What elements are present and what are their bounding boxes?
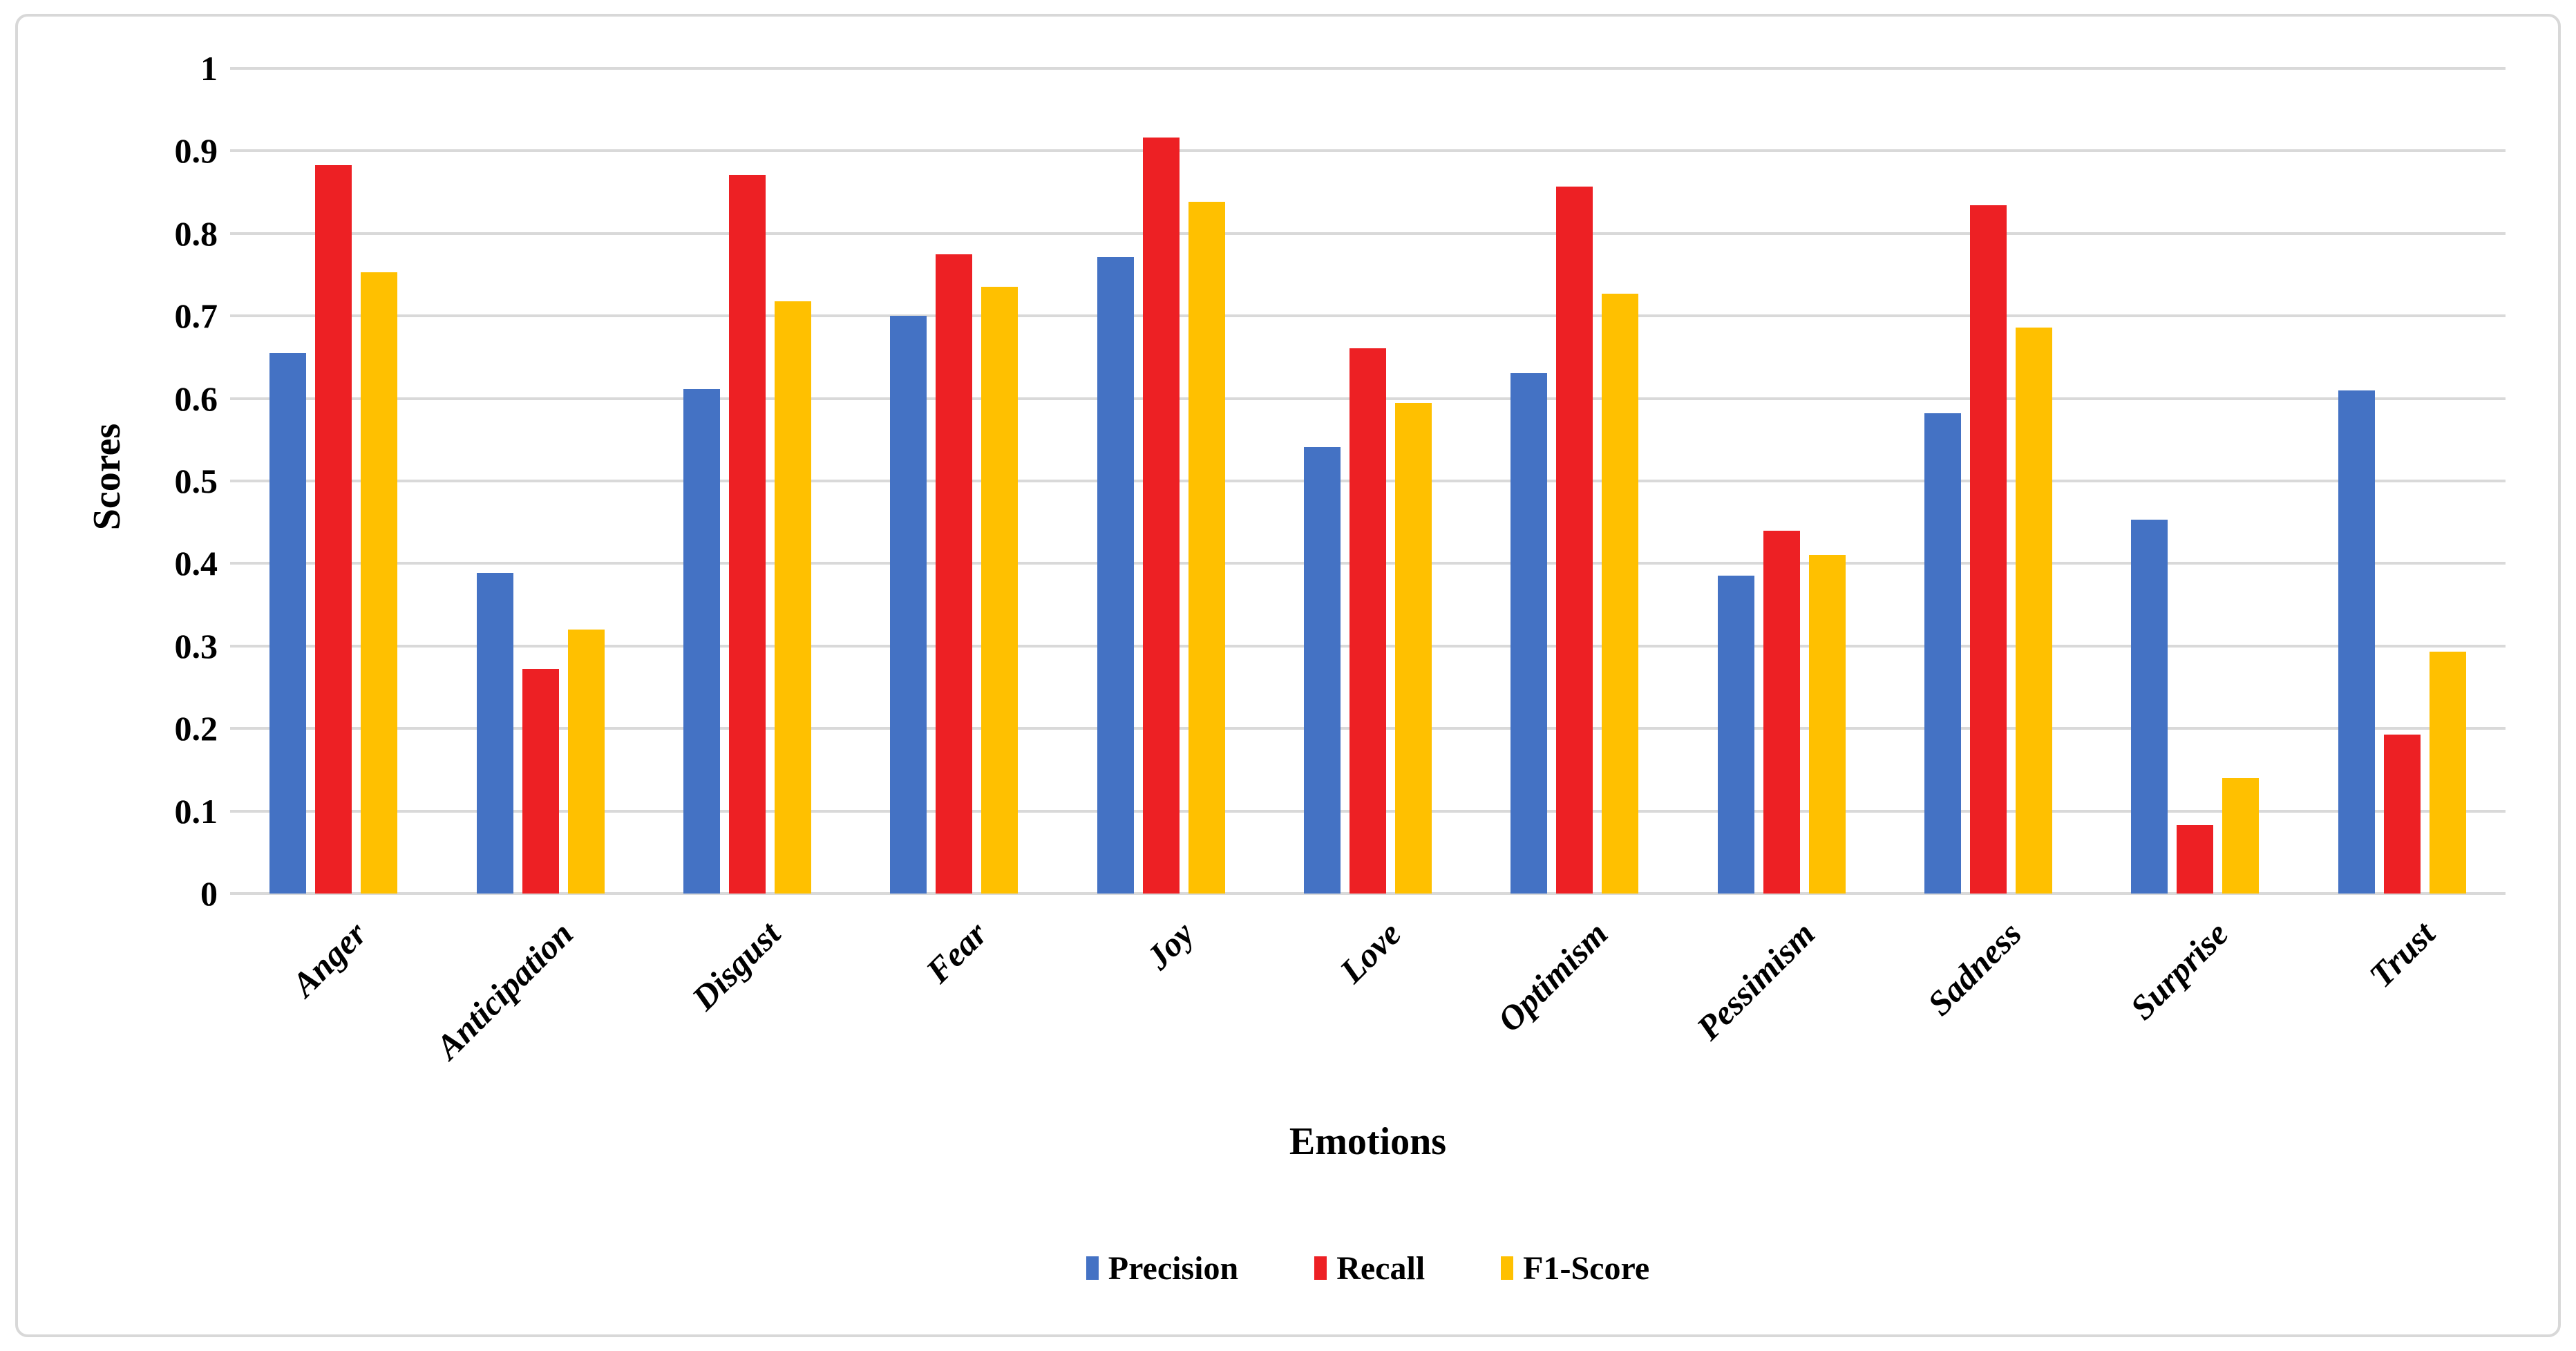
legend-item-precision: Precision <box>1086 1249 1238 1287</box>
bar-precision-optimism <box>1510 372 1548 894</box>
legend-swatch-icon <box>1314 1256 1327 1280</box>
figure-border <box>15 14 2561 1337</box>
bar-recall-fear <box>936 254 973 894</box>
bar-f1-score-disgust <box>774 301 811 894</box>
legend-swatch-icon <box>1501 1256 1514 1280</box>
legend-item-recall: Recall <box>1314 1249 1425 1287</box>
bar-precision-love <box>1304 447 1341 894</box>
bar-f1-score-sadness <box>2016 327 2053 894</box>
legend-swatch-icon <box>1086 1256 1099 1280</box>
legend-label: Precision <box>1108 1249 1239 1287</box>
y-tick-label: 1 <box>200 49 218 88</box>
bar-precision-surprise <box>2131 520 2168 894</box>
y-tick-label: 0.3 <box>174 626 218 665</box>
bar-recall-pessimism <box>1763 530 1800 894</box>
bar-f1-score-surprise <box>2222 777 2260 894</box>
bar-recall-sadness <box>1970 205 2007 894</box>
gridline <box>230 149 2506 153</box>
bar-recall-anticipation <box>522 669 559 894</box>
bar-precision-sadness <box>1924 413 1962 894</box>
bar-f1-score-pessimism <box>1808 555 1846 894</box>
gridline <box>230 892 2506 895</box>
bar-f1-score-anger <box>361 272 398 894</box>
bar-precision-trust <box>2338 390 2375 894</box>
legend-label: Recall <box>1336 1249 1426 1287</box>
bar-recall-trust <box>2383 734 2421 894</box>
bar-precision-joy <box>1097 257 1134 894</box>
bar-recall-optimism <box>1556 186 1593 894</box>
bar-precision-anger <box>269 352 307 894</box>
bar-f1-score-love <box>1395 402 1432 894</box>
y-tick-label: 0.1 <box>174 791 218 831</box>
gridline <box>230 67 2506 70</box>
y-tick-label: 0.6 <box>174 379 218 418</box>
bar-recall-love <box>1349 348 1386 894</box>
bar-recall-surprise <box>2177 824 2214 894</box>
legend-item-f1-score: F1-Score <box>1501 1249 1649 1287</box>
gridline <box>230 314 2506 318</box>
y-tick-label: 0.8 <box>174 214 218 253</box>
bar-f1-score-joy <box>1188 202 1225 894</box>
y-tick-label: 0.5 <box>174 462 218 500</box>
y-tick-label: 0.2 <box>174 709 218 748</box>
bar-f1-score-trust <box>2429 652 2466 894</box>
y-tick-label: 0.4 <box>174 544 218 583</box>
bar-f1-score-optimism <box>1602 293 1639 894</box>
bar-f1-score-fear <box>981 287 1019 894</box>
bar-precision-fear <box>890 316 927 894</box>
bar-precision-pessimism <box>1717 576 1754 894</box>
bar-recall-anger <box>315 164 352 894</box>
gridline <box>230 232 2506 235</box>
legend-label: F1-Score <box>1523 1249 1650 1287</box>
bar-precision-anticipation <box>476 572 513 894</box>
bar-f1-score-anticipation <box>567 629 605 894</box>
y-tick-label: 0.9 <box>174 131 218 171</box>
bar-recall-disgust <box>728 175 766 894</box>
bar-precision-disgust <box>683 389 720 894</box>
y-tick-label: 0.7 <box>174 296 218 336</box>
x-axis-title: Emotions <box>1289 1120 1447 1163</box>
y-tick-label: 0 <box>200 874 218 913</box>
bar-recall-joy <box>1142 138 1180 894</box>
legend: Precision Recall F1-Score <box>230 1244 2506 1292</box>
